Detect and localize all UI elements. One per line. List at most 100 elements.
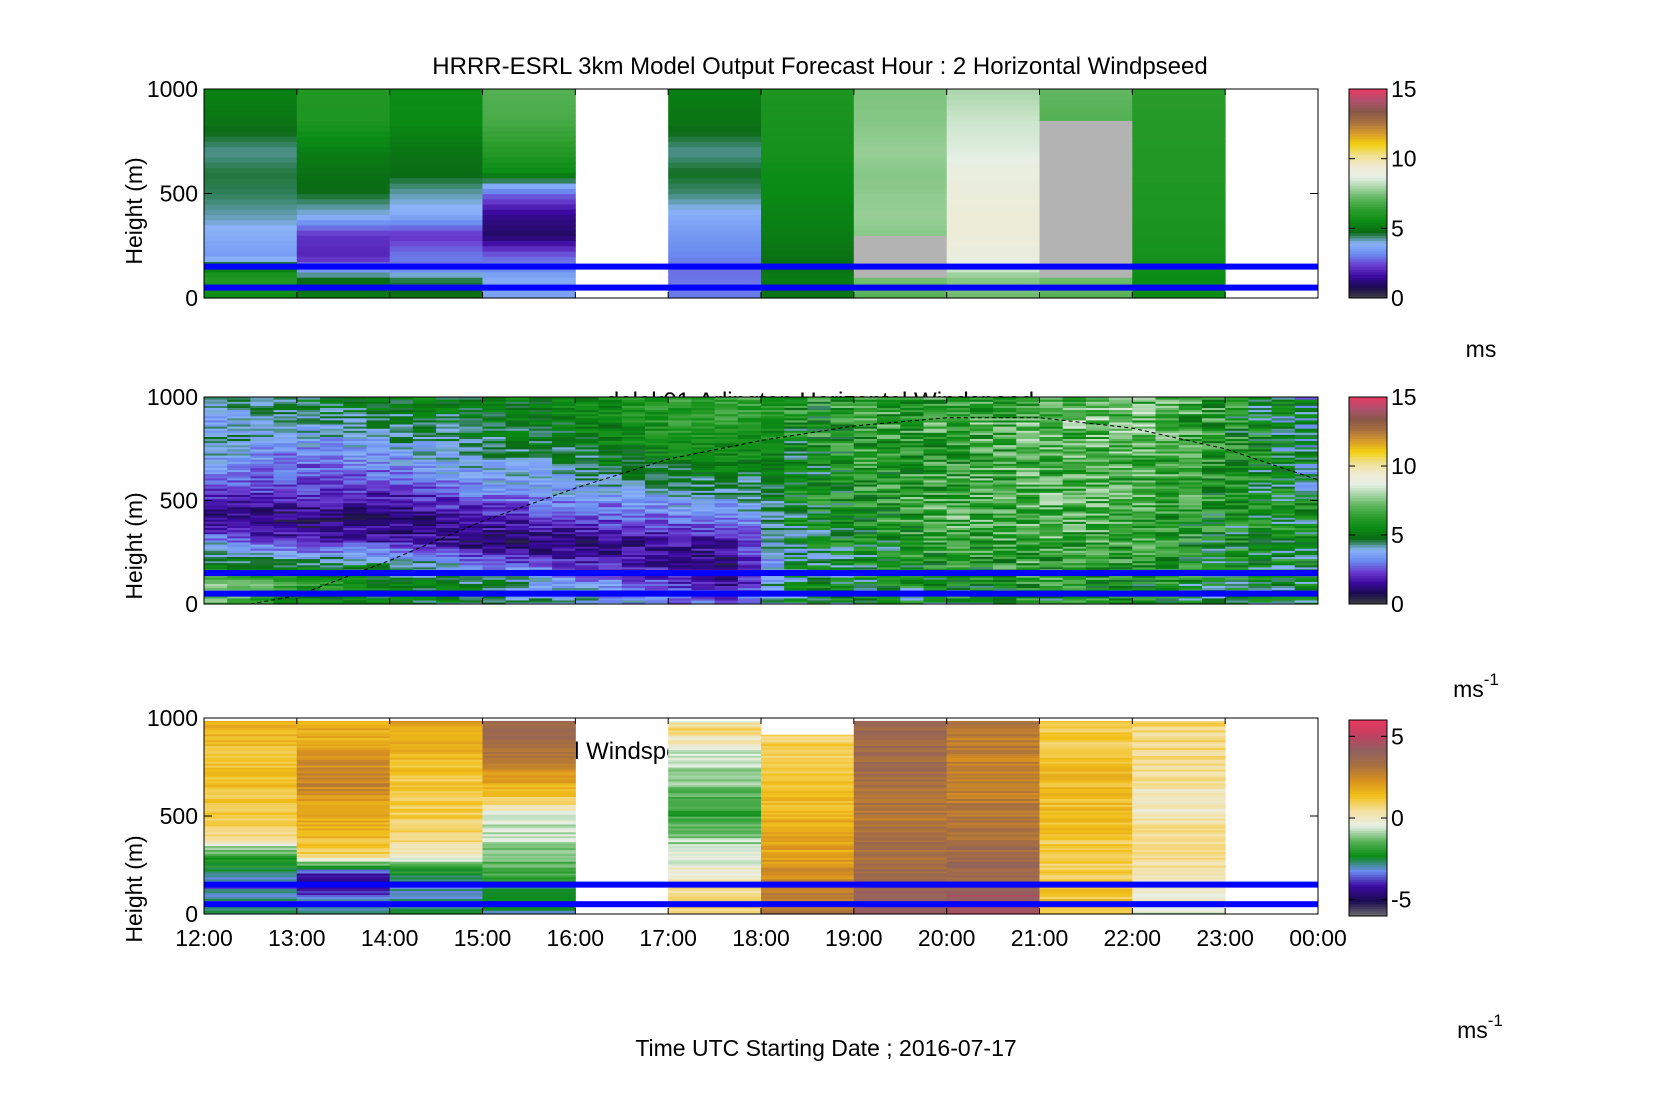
heatmap-cell xyxy=(273,428,298,431)
heatmap-cell xyxy=(482,421,507,425)
heatmap-cell xyxy=(1039,415,1064,419)
heatmap-cell xyxy=(1085,500,1110,504)
heatmap-cell xyxy=(505,417,530,421)
heatmap-cell xyxy=(993,550,1017,553)
heatmap-cell xyxy=(1132,172,1226,179)
heatmap-cell xyxy=(482,496,507,500)
heatmap-cell xyxy=(946,562,971,566)
heatmap-cell xyxy=(505,504,530,508)
heatmap-cell xyxy=(1062,399,1087,402)
heatmap-cell xyxy=(575,405,599,408)
heatmap-cell xyxy=(714,432,739,435)
heatmap-cell xyxy=(459,577,483,580)
heatmap-cell xyxy=(923,486,948,489)
heatmap-cell xyxy=(296,240,391,247)
heatmap-cell xyxy=(1132,94,1226,100)
heatmap-cell xyxy=(1202,510,1226,514)
heatmap-cell xyxy=(853,224,948,231)
heatmap-cell xyxy=(668,415,692,419)
heatmap-cell xyxy=(320,473,344,477)
colorbar-segment xyxy=(1349,162,1387,166)
heatmap-cell xyxy=(900,492,924,495)
heatmap-cell xyxy=(1039,512,1064,516)
heatmap-cell xyxy=(482,403,507,406)
heatmap-cell xyxy=(204,552,228,555)
heatmap-cell xyxy=(645,533,669,537)
heatmap-cell xyxy=(227,399,251,402)
heatmap-cell xyxy=(482,479,507,483)
heatmap-cell xyxy=(296,198,391,205)
heatmap-cell xyxy=(552,583,576,586)
heatmap-cell xyxy=(598,438,623,442)
heatmap-cell xyxy=(621,403,646,406)
heatmap-cell xyxy=(877,506,901,510)
heatmap-cell xyxy=(482,564,507,568)
heatmap-cell xyxy=(1085,595,1110,599)
heatmap-cell xyxy=(296,554,321,557)
heatmap-cell xyxy=(691,560,716,564)
heatmap-cell xyxy=(668,521,692,524)
heatmap-cell xyxy=(389,477,414,481)
heatmap-cell xyxy=(204,510,228,514)
heatmap-cell xyxy=(1178,529,1203,533)
heatmap-cell xyxy=(343,494,367,497)
heatmap-cell xyxy=(1178,457,1203,460)
heatmap-cell xyxy=(691,556,716,560)
heatmap-cell xyxy=(1202,550,1226,553)
heatmap-cell xyxy=(389,500,414,504)
heatmap-cell xyxy=(807,496,832,500)
heatmap-cell xyxy=(714,465,739,468)
heatmap-cell xyxy=(946,595,971,599)
heatmap-cell xyxy=(668,245,762,252)
heatmap-cell xyxy=(946,109,1040,116)
heatmap-cell xyxy=(1132,419,1156,423)
heatmap-cell xyxy=(900,544,924,547)
heatmap-cell xyxy=(598,403,623,406)
heatmap-cell xyxy=(552,560,576,564)
heatmap-cell xyxy=(900,539,924,543)
heatmap-cell xyxy=(621,448,646,452)
heatmap-cell xyxy=(1016,432,1040,435)
colorbar-segment xyxy=(1349,91,1387,95)
heatmap-cell xyxy=(761,167,855,174)
heatmap-cell xyxy=(1155,494,1180,497)
heatmap-cell xyxy=(552,479,576,483)
heatmap-cell xyxy=(877,432,901,435)
heatmap-cell xyxy=(482,601,507,605)
heatmap-cell xyxy=(923,440,948,444)
heatmap-cell xyxy=(923,471,948,475)
heatmap-cell xyxy=(737,409,762,413)
heatmap-cell xyxy=(436,510,460,514)
heatmap-cell xyxy=(1109,597,1133,601)
heatmap-cell xyxy=(1085,399,1110,402)
heatmap-cell xyxy=(1109,486,1133,489)
heatmap-cell xyxy=(482,546,507,549)
heatmap-cell xyxy=(877,467,901,471)
heatmap-cell xyxy=(969,467,994,471)
heatmap-cell xyxy=(250,519,275,522)
heatmap-cell xyxy=(389,115,483,121)
heatmap-cell xyxy=(645,407,669,411)
heatmap-cell xyxy=(761,558,785,562)
heatmap-cell xyxy=(1062,597,1087,601)
heatmap-cell xyxy=(645,446,669,450)
heatmap-cell xyxy=(320,521,344,524)
heatmap-cell xyxy=(737,434,762,437)
heatmap-cell xyxy=(946,541,971,545)
heatmap-cell xyxy=(482,277,576,283)
heatmap-cell xyxy=(900,401,924,404)
heatmap-cell xyxy=(250,446,275,450)
heatmap-cell xyxy=(320,483,344,487)
heatmap-cell xyxy=(946,167,1040,174)
heatmap-cell xyxy=(969,519,994,522)
heatmap-cell xyxy=(343,457,367,460)
heatmap-cell xyxy=(436,397,460,400)
heatmap-cell xyxy=(853,577,878,580)
heatmap-cell xyxy=(923,512,948,516)
heatmap-cell xyxy=(1109,533,1133,537)
heatmap-cell xyxy=(830,397,855,400)
heatmap-cell xyxy=(1016,401,1040,404)
heatmap-cell xyxy=(1178,411,1203,415)
heatmap-cell xyxy=(343,498,367,502)
heatmap-cell xyxy=(621,440,646,444)
